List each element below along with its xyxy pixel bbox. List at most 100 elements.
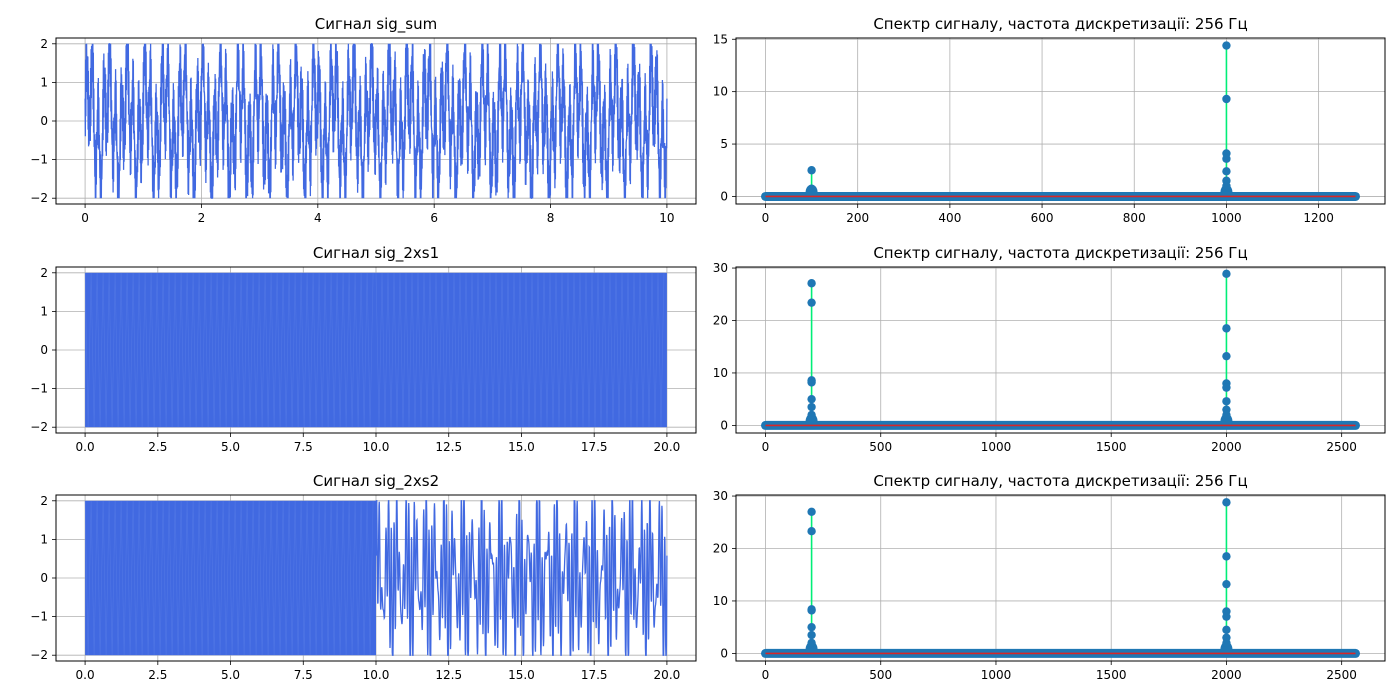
y-tick-label: 5 <box>720 137 728 151</box>
x-tick-label: 5.0 <box>221 668 240 682</box>
x-tick-label: 1500 <box>1096 668 1127 682</box>
x-tick-label: 7.5 <box>294 668 313 682</box>
panel-title: Спектр сигналу, частота дискретизації: 2… <box>873 244 1247 262</box>
x-tick-label: 15.0 <box>508 668 535 682</box>
y-tick-label: 10 <box>713 594 728 608</box>
stem-marker <box>807 166 816 175</box>
stem-marker <box>1222 383 1231 392</box>
panel-title: Сигнал sig_sum <box>315 15 437 34</box>
x-tick-label: 0 <box>81 211 89 225</box>
x-tick-label: 1000 <box>981 668 1012 682</box>
x-tick-label: 500 <box>869 440 892 454</box>
panel-5: 0.0 2.5 5.0 7.5 10.0 12.5 15.0 17.5 20.0 −2 −1 0 1 2 С… <box>30 472 697 682</box>
x-tick-label: 1000 <box>981 440 1012 454</box>
x-tick-label: 17.5 <box>581 668 608 682</box>
stem-marker <box>807 378 816 387</box>
y-tick-label: 15 <box>713 32 728 46</box>
x-tick-label: 10.0 <box>363 668 390 682</box>
stem-marker <box>807 402 816 412</box>
stem-marker <box>1222 41 1231 50</box>
plot-area <box>84 43 668 199</box>
plot-area <box>761 41 1360 201</box>
x-tick-label: 0 <box>762 668 770 682</box>
stem-marker <box>1222 167 1231 176</box>
stem-marker <box>807 630 816 640</box>
stem-marker <box>1222 612 1231 621</box>
x-tick-label: 20.0 <box>654 440 681 454</box>
x-tick-label: 10.0 <box>363 440 390 454</box>
panel-1: 0 2 4 6 8 10 −2 −1 0 1 2 Сигнал sig_sum <box>30 15 697 225</box>
x-tick-label: 2000 <box>1211 440 1242 454</box>
stem-marker <box>807 298 816 307</box>
x-tick-label: 20.0 <box>654 668 681 682</box>
x-tick-label: 2 <box>198 211 206 225</box>
x-tick-label: 0.0 <box>76 440 95 454</box>
stem-marker <box>1222 94 1231 104</box>
y-tick-label: 0 <box>40 571 48 585</box>
x-tick-label: 17.5 <box>581 440 608 454</box>
x-tick-label: 600 <box>1031 211 1054 225</box>
y-tick-label: 1 <box>40 75 48 89</box>
x-tick-label: 1000 <box>1211 211 1242 225</box>
y-tick-label: 0 <box>720 189 728 203</box>
stem-marker <box>807 279 816 288</box>
axes-frame <box>735 494 1386 662</box>
x-tick-label: 0.0 <box>76 668 95 682</box>
y-tick-label: −1 <box>30 382 48 396</box>
x-tick-label: 500 <box>869 668 892 682</box>
y-tick-label: 2 <box>40 266 48 280</box>
panel-3: 0.0 2.5 5.0 7.5 10.0 12.5 15.0 17.5 20.0 −2 −1 0 1 2 С… <box>30 244 697 454</box>
x-tick-label: 2500 <box>1326 668 1357 682</box>
x-tick-label: 2.5 <box>148 668 167 682</box>
stem-marker <box>807 410 816 420</box>
y-tick-label: 0 <box>40 114 48 128</box>
x-tick-label: 0 <box>762 211 770 225</box>
x-tick-label: 6 <box>430 211 438 225</box>
y-tick-label: 1 <box>40 532 48 546</box>
y-tick-label: 30 <box>713 261 728 275</box>
stem-marker <box>1222 410 1231 420</box>
y-tick-label: 0 <box>40 343 48 357</box>
stem-marker <box>1222 351 1231 361</box>
x-tick-label: 15.0 <box>508 440 535 454</box>
stem-marker <box>807 606 816 615</box>
stem-marker <box>1222 324 1231 333</box>
panel-2: 0 200 400 600 800 1000 1200 0 5 10 15 Спектр сигнал… <box>713 15 1386 225</box>
y-tick-label: 10 <box>713 366 728 380</box>
x-tick-label: 2.5 <box>148 440 167 454</box>
stem-marker <box>1222 154 1231 163</box>
y-tick-label: −1 <box>30 610 48 624</box>
stem-marker <box>1222 181 1231 191</box>
signal-line <box>375 500 668 656</box>
stem-marker <box>1222 397 1231 406</box>
stem-marker <box>1222 498 1231 507</box>
x-tick-label: 400 <box>938 211 961 225</box>
stem-marker <box>807 622 816 632</box>
stem-marker <box>807 507 816 516</box>
y-tick-label: −2 <box>30 191 48 205</box>
x-tick-label: 10 <box>659 211 674 225</box>
panel-title: Спектр сигналу, частота дискретизації: 2… <box>873 15 1247 33</box>
y-tick-label: 30 <box>713 489 728 503</box>
y-tick-label: 0 <box>720 646 728 660</box>
x-tick-label: 12.5 <box>435 440 462 454</box>
stem-marker <box>1222 625 1231 634</box>
y-tick-label: 1 <box>40 304 48 318</box>
signal-line <box>84 500 374 656</box>
axes-frame <box>735 37 1386 205</box>
plot-area <box>84 272 667 428</box>
x-tick-label: 1500 <box>1096 440 1127 454</box>
y-tick-label: −2 <box>30 648 48 662</box>
x-tick-label: 2500 <box>1326 440 1357 454</box>
y-tick-label: 10 <box>713 85 728 99</box>
panel-4: 0 500 1000 1500 2000 2500 0 10 20 30 Спектр сигнал… <box>713 244 1386 454</box>
stem-marker <box>807 394 816 404</box>
stem-marker <box>807 638 816 648</box>
x-tick-label: 8 <box>547 211 555 225</box>
plot-area <box>761 269 1360 430</box>
panel-title: Сигнал sig_2xs2 <box>313 472 439 491</box>
y-tick-label: −2 <box>30 420 48 434</box>
axes-frame <box>735 266 1386 434</box>
x-tick-label: 2000 <box>1211 668 1242 682</box>
